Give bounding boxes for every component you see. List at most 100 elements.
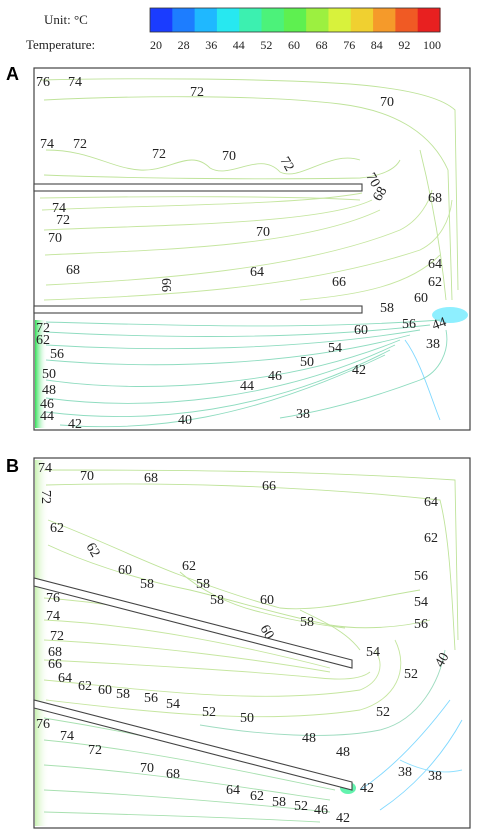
contour-label: 54 bbox=[366, 645, 380, 660]
contour-label: 72 bbox=[73, 137, 87, 152]
contour-label: 52 bbox=[202, 705, 216, 720]
contour-label: 62 bbox=[250, 789, 264, 804]
colorbar: Unit: °C Temperature: 20 28 36 44 52 60 68 76 84… bbox=[26, 7, 441, 52]
contour-label: 64 bbox=[226, 783, 240, 798]
panel-a-frame bbox=[33, 67, 471, 431]
contour-label: 58 bbox=[272, 795, 286, 810]
panel-a-baffle-upper bbox=[33, 183, 363, 192]
colorbar-unit-label: Unit: °C bbox=[44, 12, 88, 27]
contour-label: 56 bbox=[414, 569, 428, 584]
contour-label: 52 bbox=[294, 799, 308, 814]
contour-label: 68 bbox=[428, 191, 442, 206]
colorbar-swatch bbox=[395, 8, 419, 32]
contour-label: 56 bbox=[50, 347, 64, 362]
colorbar-quantity-label: Temperature: bbox=[26, 37, 95, 52]
colorbar-tick-label: 36 bbox=[205, 38, 217, 52]
contour-label: 44 bbox=[240, 379, 254, 394]
colorbar-swatch bbox=[216, 8, 240, 32]
contour-label: 76 bbox=[46, 591, 60, 606]
contour-label: 46 bbox=[40, 397, 54, 412]
colorbar-tick-label: 44 bbox=[233, 38, 245, 52]
contour-label: 68 bbox=[144, 471, 158, 486]
contour-label: 38 bbox=[398, 765, 412, 780]
contour-label: 66 bbox=[158, 278, 173, 292]
contour-label: 72 bbox=[190, 85, 204, 100]
contour-label: 58 bbox=[300, 615, 314, 630]
contour-label: 70 bbox=[140, 761, 154, 776]
panel-b-hot-wall bbox=[35, 460, 49, 826]
colorbar-frame bbox=[149, 7, 441, 33]
contour-label: 72 bbox=[50, 629, 64, 644]
contour-label: 62 bbox=[428, 275, 442, 290]
contour-label: 38 bbox=[296, 407, 310, 422]
contour-label: 74 bbox=[52, 201, 66, 216]
panel-a-hot-wall bbox=[35, 320, 47, 428]
contour-label: 66 bbox=[262, 479, 276, 494]
colorbar-swatch bbox=[350, 8, 374, 32]
contour-label: 44 bbox=[430, 315, 448, 334]
contour-label: 70 bbox=[363, 171, 383, 191]
contour-label: 72 bbox=[38, 490, 53, 504]
contour-label: 54 bbox=[414, 595, 428, 610]
contour-label: 48 bbox=[42, 383, 56, 398]
contour-label: 38 bbox=[428, 769, 442, 784]
contour-label: 68 bbox=[166, 767, 180, 782]
panel-a-contours-bot bbox=[45, 319, 448, 428]
contour-label: 72 bbox=[56, 213, 70, 228]
contour-label: 60 bbox=[260, 593, 274, 608]
contour-label: 58 bbox=[210, 593, 224, 608]
contour-label: 58 bbox=[140, 577, 154, 592]
contour-label: 64 bbox=[424, 495, 438, 510]
panel-b-frame bbox=[33, 457, 471, 829]
panel-letter-a: A bbox=[6, 64, 19, 84]
contour-label: 60 bbox=[118, 563, 132, 578]
contour-label: 72 bbox=[36, 321, 50, 336]
panel-b-contours-bot bbox=[43, 699, 463, 823]
contour-label: 74 bbox=[38, 461, 52, 476]
contour-label: 66 bbox=[332, 275, 346, 290]
contour-label: 68 bbox=[370, 184, 390, 204]
contour-label: 72 bbox=[277, 155, 297, 175]
contour-label: 62 bbox=[36, 333, 50, 348]
contour-label: 50 bbox=[42, 367, 56, 382]
contour-label: 52 bbox=[404, 667, 418, 682]
contour-label: 42 bbox=[68, 417, 82, 432]
panel-b-baffle-lower bbox=[33, 699, 353, 791]
contour-label: 48 bbox=[302, 731, 316, 746]
contour-label: 44 bbox=[40, 409, 54, 424]
contour-label: 68 bbox=[48, 645, 62, 660]
colorbar-swatch bbox=[417, 8, 441, 32]
contour-label: 74 bbox=[46, 609, 60, 624]
colorbar-tick-label: 20 bbox=[150, 38, 162, 52]
contour-label: 64 bbox=[58, 671, 72, 686]
contour-label: 74 bbox=[40, 137, 54, 152]
colorbar-swatch bbox=[373, 8, 396, 32]
contour-label: 62 bbox=[182, 559, 196, 574]
contour-label: 42 bbox=[360, 781, 374, 796]
contour-label: 54 bbox=[328, 341, 342, 356]
contour-label: 42 bbox=[352, 363, 366, 378]
contour-label: 62 bbox=[50, 521, 64, 536]
contour-label: 38 bbox=[426, 337, 440, 352]
contour-label: 58 bbox=[196, 577, 210, 592]
colorbar-tick-label: 100 bbox=[423, 38, 441, 52]
contour-label: 72 bbox=[88, 743, 102, 758]
colorbar-ticks: 20 28 36 44 52 60 68 76 84 92 100 bbox=[150, 38, 441, 52]
contour-label: 40 bbox=[178, 413, 192, 428]
contour-label: 58 bbox=[116, 687, 130, 702]
contour-label: 46 bbox=[268, 369, 282, 384]
contour-label: 56 bbox=[414, 617, 428, 632]
contour-label: 70 bbox=[256, 225, 270, 240]
colorbar-swatch bbox=[306, 8, 330, 32]
contour-label: 60 bbox=[354, 323, 368, 338]
contour-label: 70 bbox=[222, 149, 236, 164]
panel-a: A bbox=[6, 64, 471, 432]
contour-label: 74 bbox=[68, 75, 82, 90]
contour-label: 72 bbox=[152, 147, 166, 162]
contour-label: 60 bbox=[257, 623, 277, 643]
colorbar-swatch bbox=[194, 8, 218, 32]
colorbar-tick-label: 52 bbox=[260, 38, 272, 52]
panel-a-contours-top bbox=[39, 78, 459, 301]
contour-label: 50 bbox=[300, 355, 314, 370]
